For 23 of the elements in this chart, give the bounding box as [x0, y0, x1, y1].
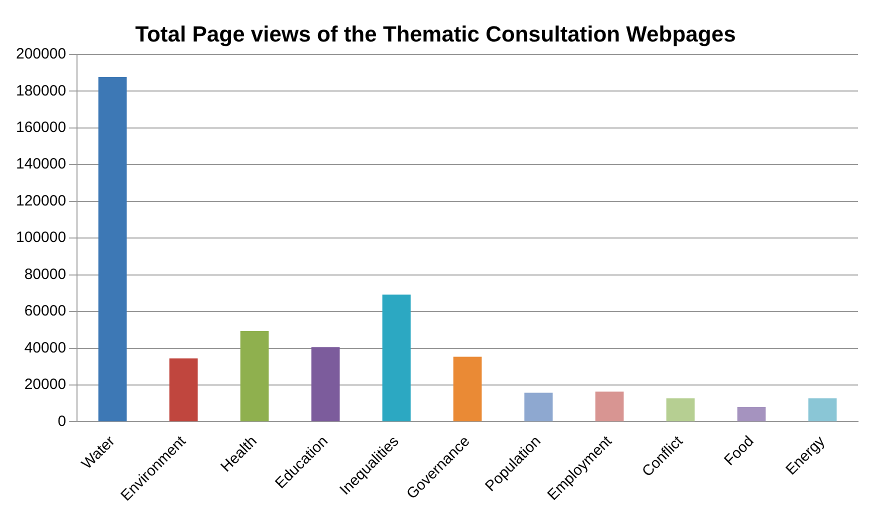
chart-title: Total Page views of the Thematic Consultation Webpages — [135, 21, 736, 46]
bar — [98, 76, 127, 422]
bar — [169, 358, 198, 422]
bar — [808, 398, 837, 422]
bar — [524, 392, 553, 422]
y-tick-label: 140000 — [16, 156, 66, 173]
bar — [240, 331, 269, 422]
y-tick-label: 80000 — [24, 266, 66, 283]
y-tick-label: 20000 — [24, 376, 66, 394]
bar — [311, 347, 340, 422]
y-tick-label: 0 — [58, 412, 66, 430]
bar — [382, 294, 411, 422]
bar — [453, 356, 482, 422]
y-tick-label: 160000 — [16, 119, 66, 136]
y-tick-label: 180000 — [16, 82, 66, 100]
y-tick-label: 100000 — [16, 229, 66, 246]
bar — [595, 392, 624, 422]
y-tick-label: 60000 — [24, 302, 66, 320]
bar — [666, 398, 695, 422]
bar — [737, 407, 766, 422]
y-tick-label: 120000 — [16, 192, 66, 210]
y-tick-label: 200000 — [16, 46, 66, 63]
y-tick-label: 40000 — [24, 339, 66, 356]
